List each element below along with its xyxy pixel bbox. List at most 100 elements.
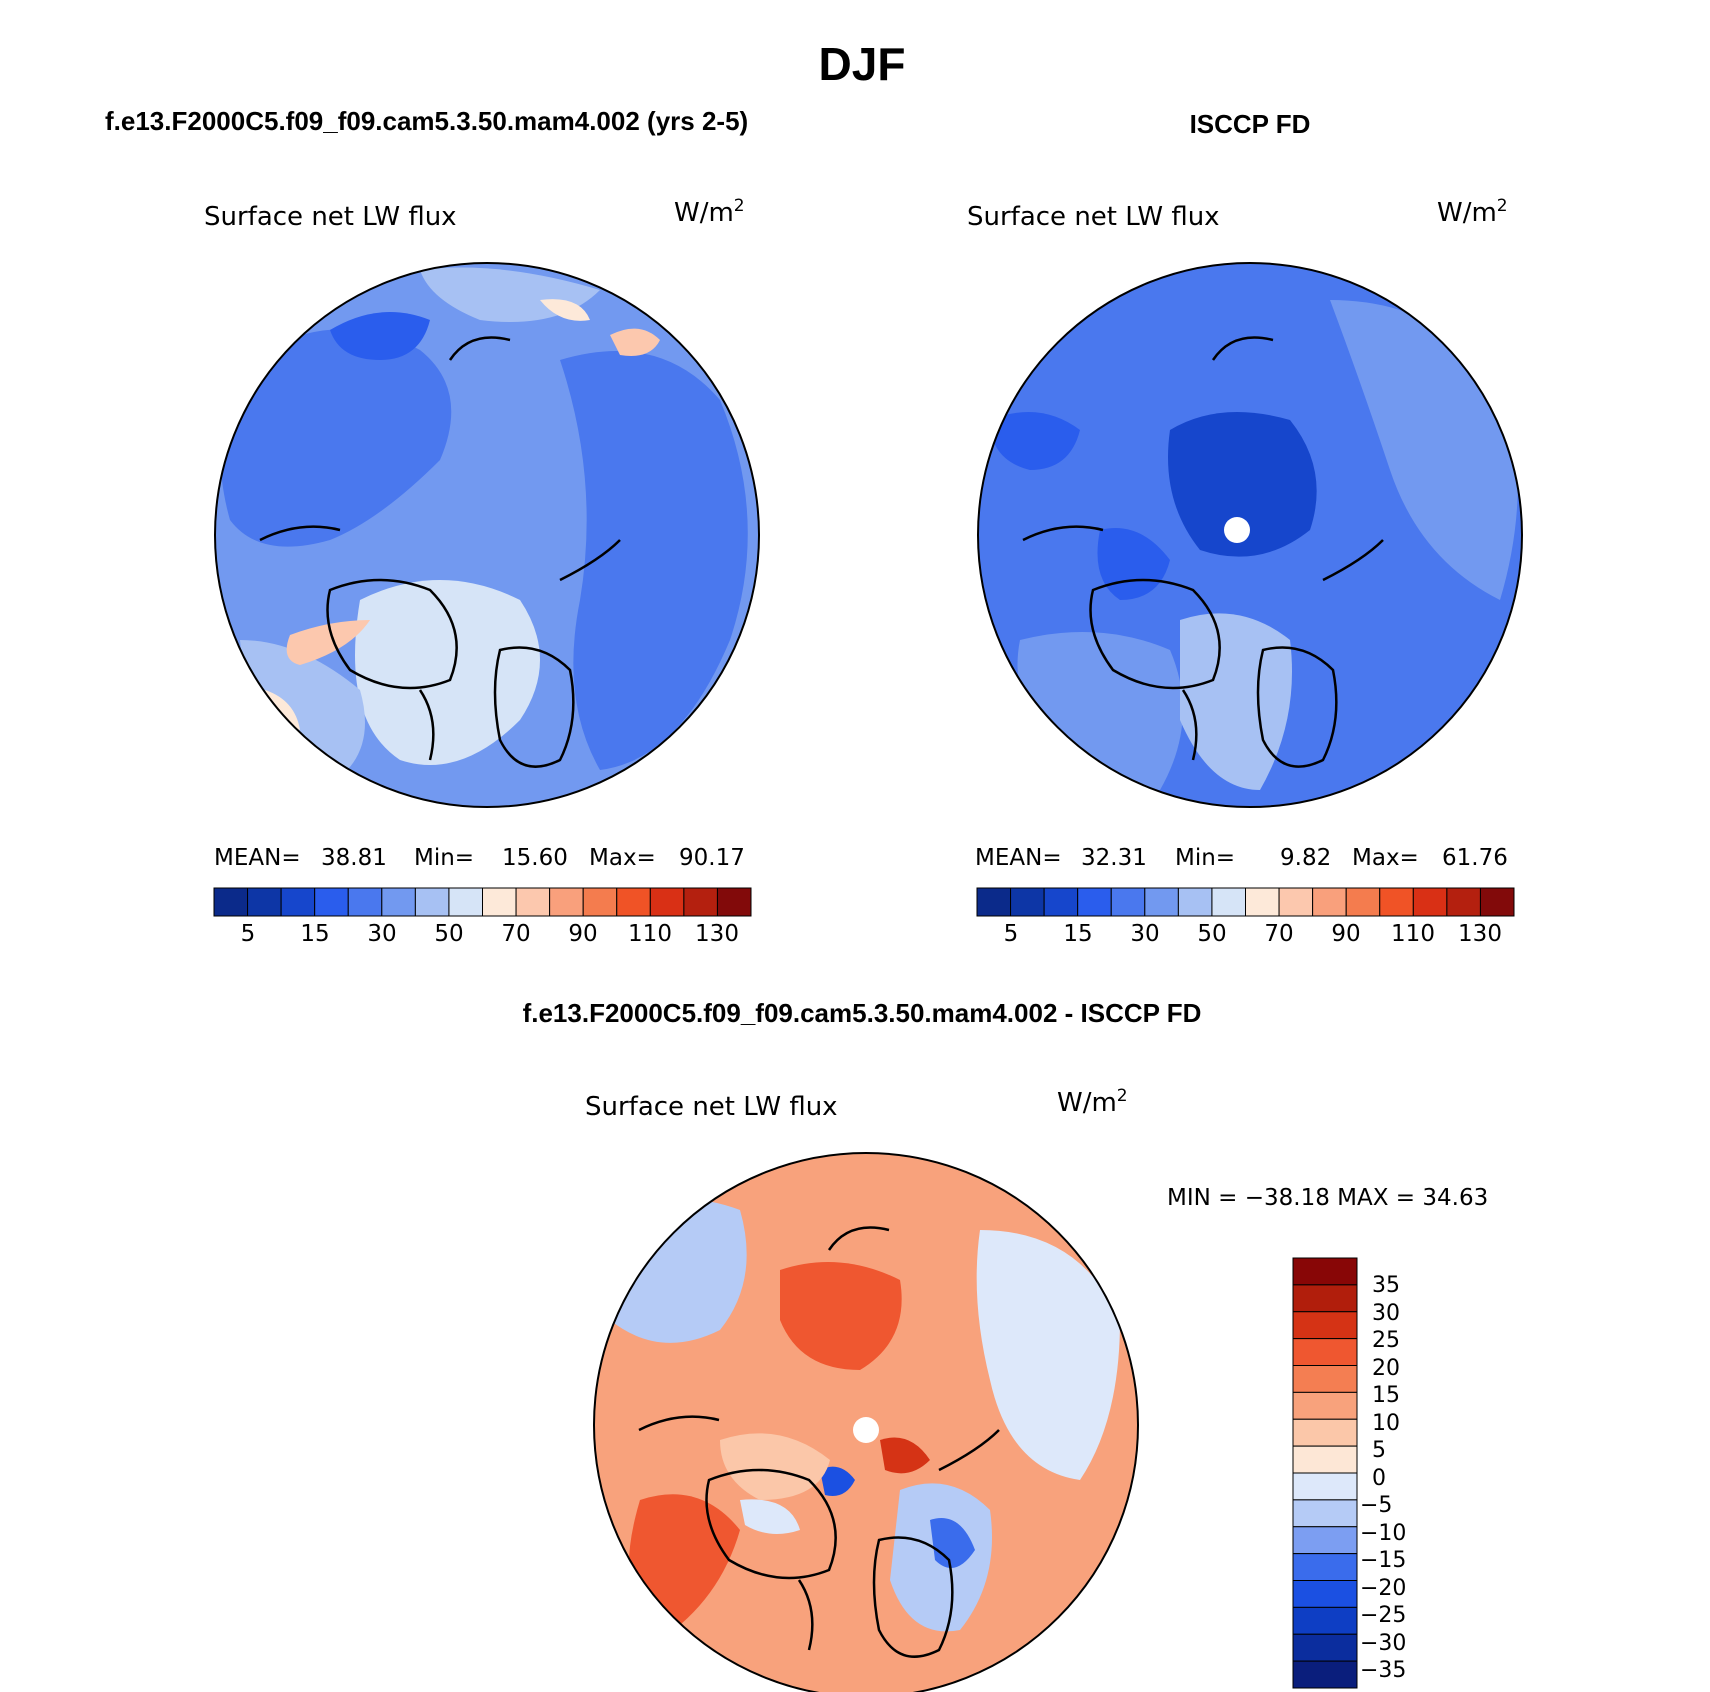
panel-c-minmax: MIN = −38.18 MAX = 34.63: [1167, 1185, 1488, 1211]
figure-title: DJF: [819, 38, 906, 90]
colorbar-tick-label: 90: [1331, 921, 1360, 947]
panel-a-mean-label: MEAN=: [214, 845, 301, 871]
colorbar-tick-label: −35: [1360, 1658, 1406, 1683]
panel-c-header: f.e13.F2000C5.f09_f09.cam5.3.50.mam4.002…: [523, 998, 1202, 1028]
colorbar-tick-label: 110: [628, 921, 672, 947]
colorbar-tick-label: −25: [1360, 1603, 1406, 1628]
panel-b-min-label: Min=: [1175, 845, 1235, 871]
panel-a-mean-value: 38.81: [321, 845, 387, 871]
panel-a-header: f.e13.F2000C5.f09_f09.cam5.3.50.mam4.002…: [105, 106, 748, 136]
colorbar-swatch: [616, 887, 651, 917]
panel-a-field-light: [240, 640, 365, 790]
colorbar-tick-label: −10: [1360, 1521, 1406, 1546]
colorbar-swatch: [1077, 887, 1112, 917]
colorbar-swatch: [381, 887, 416, 917]
panel-a-stats: MEAN= 38.81 Min= 15.60 Max= 90.17: [214, 845, 745, 871]
panel-c-field-cool: [930, 1518, 975, 1568]
colorbar-swatch: [1177, 887, 1213, 917]
colorbar-swatch: [716, 887, 752, 917]
colorbar-swatch: [1292, 1338, 1358, 1366]
panel-a-field-dark: [220, 329, 452, 547]
panel-b-field-dark: [990, 412, 1080, 470]
panel-c-field-cool: [740, 1499, 800, 1534]
colorbar-swatch: [1292, 1365, 1358, 1393]
panel-c-coastline: [638, 1226, 1000, 1658]
colorbar-swatch: [1043, 887, 1079, 917]
colorbar-tick-label: −20: [1360, 1576, 1406, 1601]
panel-c-variable: Surface net LW flux: [585, 1092, 838, 1122]
colorbar-swatch: [549, 887, 584, 917]
panel-a-field-warm: [265, 690, 300, 730]
panel-a-min-value: 15.60: [502, 845, 568, 871]
colorbar-swatch: [280, 887, 316, 917]
colorbar-tick-label: 5: [1372, 1438, 1386, 1463]
colorbar-swatch: [1312, 887, 1347, 917]
colorbar-swatch: [247, 887, 282, 917]
colorbar-tick-label: 110: [1391, 921, 1435, 947]
colorbar-tick-label: 15: [300, 921, 329, 947]
panel-b-min-value: 9.82: [1280, 845, 1331, 871]
colorbar-tick-label: 50: [1197, 921, 1226, 947]
panel-b-mean-label: MEAN=: [975, 845, 1062, 871]
panel-c-colorbar: [1292, 1257, 1358, 1689]
panel-b-header: ISCCP FD: [1190, 109, 1311, 139]
colorbar-swatch: [1479, 887, 1515, 917]
colorbar-swatch: [1379, 887, 1414, 917]
colorbar-swatch: [683, 887, 718, 917]
panel-b-colorbar-labels: 5 15 30 50 70 90 110 130: [1004, 921, 1502, 947]
colorbar-tick-label: 5: [241, 921, 256, 947]
colorbar-swatch: [1292, 1311, 1358, 1340]
colorbar-tick-label: 30: [1372, 1301, 1400, 1326]
panel-c-field-warm: [880, 1437, 930, 1474]
colorbar-swatch: [1292, 1445, 1358, 1474]
colorbar-swatch: [1010, 887, 1045, 917]
colorbar-swatch: [1345, 887, 1381, 917]
colorbar-swatch: [1292, 1472, 1358, 1501]
colorbar-tick-label: 30: [367, 921, 396, 947]
colorbar-swatch: [1110, 887, 1146, 917]
colorbar-tick-label: 15: [1372, 1383, 1400, 1408]
colorbar-tick-label: −15: [1360, 1548, 1406, 1573]
colorbar-swatch: [1245, 887, 1280, 917]
panel-c-units: W/m2: [1057, 1086, 1128, 1118]
colorbar-swatch: [1292, 1553, 1358, 1581]
panel-a-coastline: [259, 336, 621, 768]
colorbar-tick-label: 130: [695, 921, 739, 947]
panel-b-field-dark: [1168, 412, 1317, 557]
panel-a-field-warm: [286, 620, 370, 665]
colorbar-swatch: [1292, 1660, 1358, 1689]
colorbar-swatch: [414, 887, 450, 917]
panel-a-field-warm: [540, 299, 590, 321]
panel-c-map: [593, 1152, 1139, 1692]
colorbar-swatch: [347, 887, 383, 917]
panel-c-pole-hole: [853, 1417, 879, 1443]
colorbar-swatch: [1292, 1418, 1358, 1447]
colorbar-swatch: [1292, 1257, 1358, 1286]
panel-a-units: W/m2: [674, 196, 745, 228]
panel-c-field-cool: [976, 1230, 1120, 1480]
colorbar-swatch: [1278, 887, 1314, 917]
colorbar-tick-label: 70: [501, 921, 530, 947]
panel-b-map: [977, 262, 1523, 808]
colorbar-swatch: [213, 887, 249, 917]
panel-b-units: W/m2: [1437, 196, 1508, 228]
colorbar-swatch: [1412, 887, 1448, 917]
panel-c-field-cool: [594, 1198, 747, 1343]
colorbar-swatch: [649, 887, 685, 917]
colorbar-swatch: [1211, 887, 1246, 917]
panel-a-field-light: [355, 580, 540, 765]
colorbar-swatch: [448, 887, 483, 917]
panel-a-field-dark: [560, 351, 748, 770]
panel-b-pole-hole: [1224, 517, 1250, 543]
panel-a-colorbar: [213, 887, 752, 917]
panel-b-mean-value: 32.31: [1081, 845, 1147, 871]
panel-a-map: [214, 262, 760, 808]
panel-a-field-dark: [330, 312, 430, 360]
colorbar-tick-label: 20: [1372, 1356, 1400, 1381]
colorbar-swatch: [1292, 1499, 1358, 1528]
colorbar-tick-label: 15: [1063, 921, 1092, 947]
colorbar-tick-label: −30: [1360, 1631, 1406, 1656]
colorbar-tick-label: −5: [1360, 1493, 1392, 1518]
panel-b-colorbar: [976, 887, 1515, 917]
panel-a-variable: Surface net LW flux: [204, 202, 457, 232]
